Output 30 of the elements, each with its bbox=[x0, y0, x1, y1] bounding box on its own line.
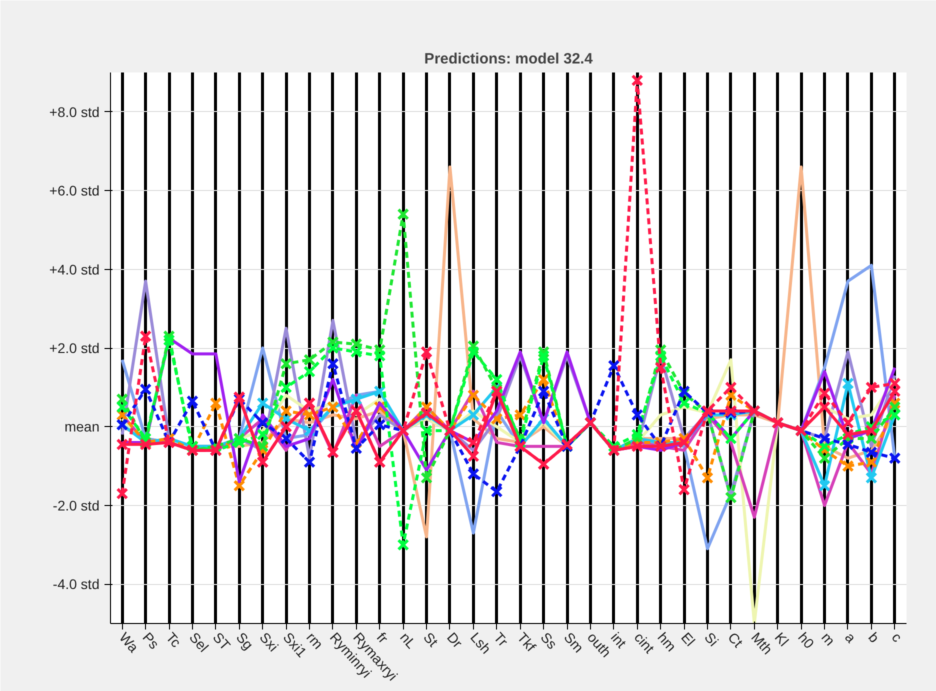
x-tick-label: h0 bbox=[795, 629, 818, 652]
y-tick-label: -4.0 std bbox=[52, 576, 100, 592]
x-tick-label: c bbox=[888, 629, 906, 646]
x-tick-label: Si bbox=[701, 629, 722, 650]
x-tick-label: Ss bbox=[538, 629, 560, 652]
x-tick-label: Sxi bbox=[256, 629, 282, 654]
x-tick-label: Sm bbox=[561, 629, 587, 656]
x-tick-label: int bbox=[608, 629, 630, 651]
x-tick-label: St bbox=[420, 629, 442, 650]
y-tick-label: +6.0 std bbox=[49, 182, 100, 199]
x-tick-label: nL bbox=[397, 629, 420, 652]
x-tick-label: Ct bbox=[724, 629, 746, 650]
x-tick-label: Sg bbox=[233, 629, 257, 653]
x-tick-label: m bbox=[818, 629, 838, 649]
x-tick-label: ST bbox=[210, 629, 234, 654]
x-tick-label: Tc bbox=[163, 629, 184, 650]
y-tick-label: +8.0 std bbox=[49, 104, 100, 120]
x-tick-label: El bbox=[678, 629, 698, 650]
x-tick-label: Dr bbox=[444, 629, 466, 652]
y-tick-label: +2.0 std bbox=[49, 340, 100, 356]
x-tick-label: Wa bbox=[116, 629, 142, 656]
x-tick-label: b bbox=[865, 629, 883, 646]
x-tick-label: Tkf bbox=[514, 629, 540, 654]
x-tick-label: a bbox=[842, 629, 860, 646]
chart-title: Predictions: model 32.4 bbox=[424, 50, 594, 68]
x-tick-label: Sel bbox=[186, 629, 212, 655]
y-tick-label: -2.0 std bbox=[52, 497, 100, 514]
y-tick-label: +4.0 std bbox=[49, 261, 100, 278]
y-tick-label: mean bbox=[64, 418, 100, 435]
x-tick-label: Ps bbox=[140, 629, 162, 652]
